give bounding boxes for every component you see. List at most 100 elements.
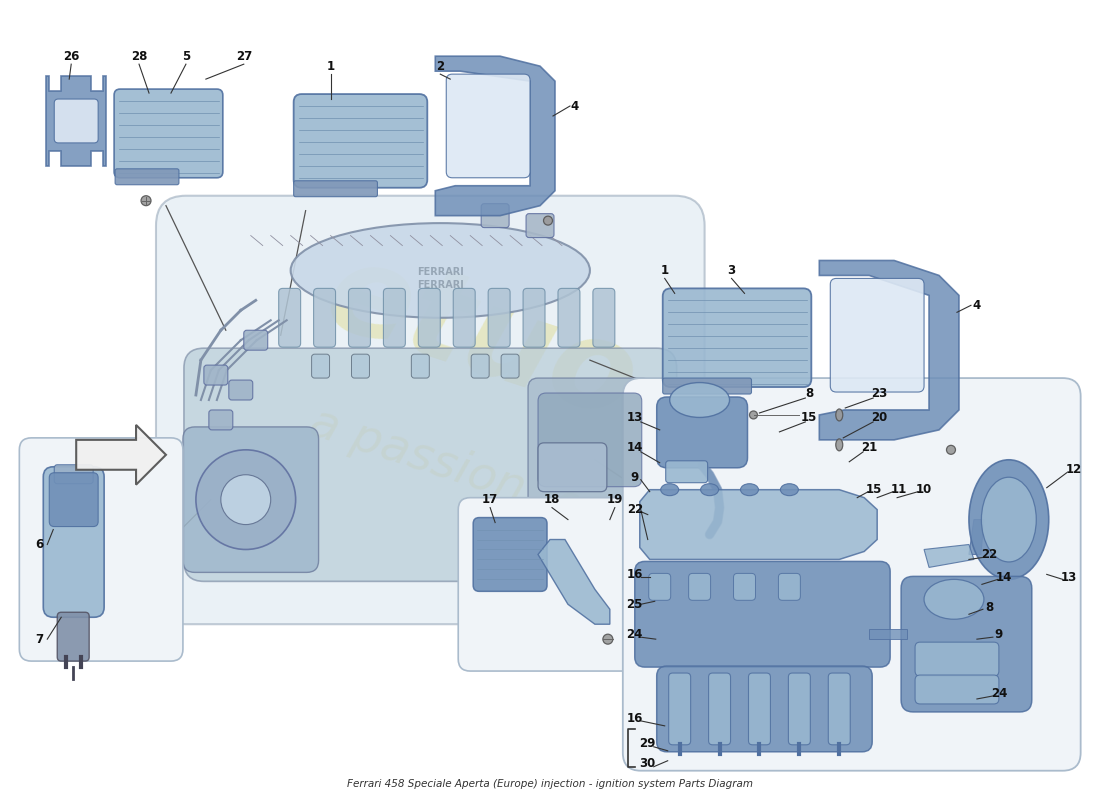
FancyBboxPatch shape [502, 354, 519, 378]
Text: 26: 26 [63, 50, 79, 62]
FancyBboxPatch shape [54, 465, 94, 484]
Ellipse shape [603, 634, 613, 644]
Polygon shape [46, 76, 106, 166]
Text: 18: 18 [543, 493, 560, 506]
Text: a passion for parts: a passion for parts [304, 400, 737, 579]
Text: 15: 15 [866, 483, 882, 496]
FancyBboxPatch shape [666, 461, 707, 482]
FancyBboxPatch shape [789, 673, 811, 745]
Ellipse shape [543, 216, 552, 225]
FancyBboxPatch shape [20, 438, 183, 661]
FancyBboxPatch shape [114, 89, 223, 178]
Text: 19: 19 [606, 493, 623, 506]
FancyBboxPatch shape [294, 181, 377, 197]
Text: 25: 25 [627, 598, 644, 610]
FancyBboxPatch shape [779, 574, 801, 600]
FancyBboxPatch shape [349, 288, 371, 347]
Text: 8: 8 [805, 386, 814, 399]
Text: 14: 14 [627, 442, 644, 454]
FancyBboxPatch shape [204, 365, 228, 385]
Ellipse shape [836, 439, 843, 451]
FancyBboxPatch shape [488, 288, 510, 347]
FancyBboxPatch shape [471, 354, 490, 378]
FancyBboxPatch shape [524, 288, 544, 347]
Text: 11: 11 [891, 483, 908, 496]
Text: 4: 4 [571, 99, 579, 113]
FancyBboxPatch shape [538, 443, 607, 492]
Text: etuo.es: etuo.es [311, 231, 849, 509]
FancyBboxPatch shape [657, 397, 748, 468]
FancyBboxPatch shape [635, 562, 890, 667]
FancyBboxPatch shape [481, 204, 509, 228]
Text: 15: 15 [801, 411, 817, 425]
FancyBboxPatch shape [384, 288, 406, 347]
Text: 9: 9 [994, 628, 1003, 641]
Text: 3: 3 [727, 264, 736, 277]
FancyBboxPatch shape [657, 666, 872, 752]
Ellipse shape [740, 484, 759, 496]
Text: 1: 1 [327, 60, 334, 73]
FancyBboxPatch shape [708, 673, 730, 745]
FancyBboxPatch shape [662, 288, 812, 387]
Ellipse shape [221, 474, 271, 525]
Polygon shape [538, 539, 609, 624]
FancyBboxPatch shape [352, 354, 370, 378]
FancyBboxPatch shape [411, 354, 429, 378]
FancyBboxPatch shape [57, 612, 89, 661]
Text: 24: 24 [991, 687, 1008, 701]
FancyBboxPatch shape [748, 673, 770, 745]
FancyBboxPatch shape [43, 466, 104, 618]
Text: 13: 13 [627, 411, 642, 425]
FancyBboxPatch shape [294, 94, 427, 188]
FancyBboxPatch shape [538, 393, 641, 486]
FancyBboxPatch shape [526, 214, 554, 238]
Ellipse shape [969, 460, 1048, 579]
Text: 21: 21 [861, 442, 878, 454]
Text: 20: 20 [871, 411, 888, 425]
FancyBboxPatch shape [116, 169, 179, 185]
Text: 1: 1 [661, 264, 669, 277]
Polygon shape [969, 519, 983, 554]
Ellipse shape [141, 196, 151, 206]
FancyBboxPatch shape [689, 574, 711, 600]
FancyBboxPatch shape [593, 288, 615, 347]
FancyBboxPatch shape [662, 378, 751, 394]
Text: 10: 10 [916, 483, 932, 496]
Text: 13: 13 [1060, 571, 1077, 584]
Polygon shape [436, 56, 556, 216]
FancyBboxPatch shape [649, 574, 671, 600]
Text: 12: 12 [1066, 463, 1081, 476]
FancyBboxPatch shape [244, 330, 267, 350]
FancyBboxPatch shape [901, 576, 1032, 712]
Polygon shape [869, 630, 907, 639]
FancyBboxPatch shape [915, 675, 999, 704]
FancyBboxPatch shape [209, 410, 233, 430]
FancyBboxPatch shape [50, 473, 98, 526]
Ellipse shape [661, 484, 679, 496]
Text: 9: 9 [630, 471, 639, 484]
FancyBboxPatch shape [184, 348, 676, 582]
Ellipse shape [780, 484, 799, 496]
Text: 30: 30 [639, 758, 656, 770]
Text: 22: 22 [627, 503, 642, 516]
FancyBboxPatch shape [734, 574, 756, 600]
FancyBboxPatch shape [459, 498, 647, 671]
Text: 28: 28 [131, 50, 147, 62]
FancyBboxPatch shape [558, 288, 580, 347]
Ellipse shape [924, 579, 983, 619]
FancyBboxPatch shape [314, 288, 336, 347]
FancyBboxPatch shape [156, 196, 705, 624]
FancyBboxPatch shape [183, 427, 319, 572]
Polygon shape [924, 545, 974, 567]
Text: 24: 24 [627, 628, 644, 641]
Text: FERRARI: FERRARI [417, 280, 464, 290]
Ellipse shape [670, 382, 729, 418]
FancyBboxPatch shape [453, 288, 475, 347]
Ellipse shape [290, 223, 590, 318]
FancyBboxPatch shape [828, 673, 850, 745]
Text: 22: 22 [981, 548, 997, 561]
Text: 7: 7 [35, 633, 43, 646]
FancyBboxPatch shape [623, 378, 1080, 770]
FancyBboxPatch shape [830, 278, 924, 392]
Text: 8: 8 [984, 601, 993, 614]
